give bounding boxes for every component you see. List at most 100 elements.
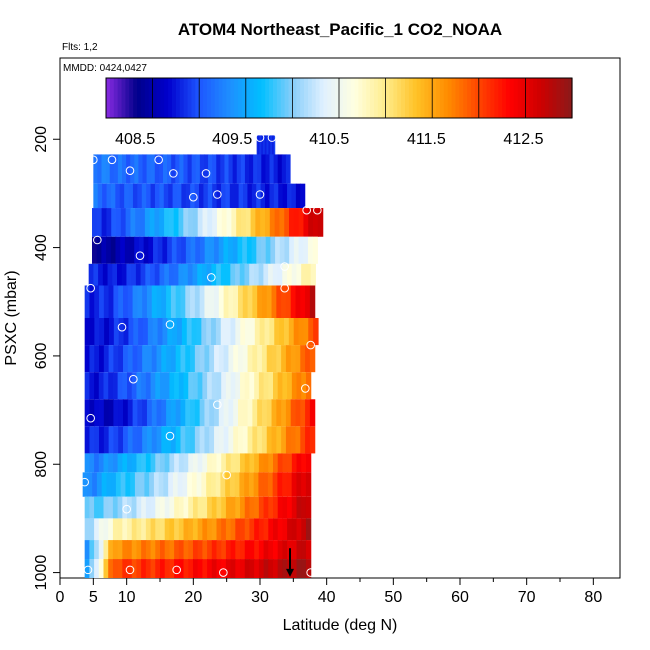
x-tick-label: 40 [318, 589, 336, 606]
heatmap-cell [132, 345, 138, 373]
heatmap-cell [249, 518, 255, 541]
x-tick-label: 5 [89, 589, 98, 606]
heatmap-cell [96, 208, 103, 237]
heatmap-cell [202, 453, 208, 473]
heatmap-cell [282, 540, 288, 560]
heatmap-cell [263, 453, 269, 473]
heatmap-cell [258, 496, 265, 519]
heatmap-cell [137, 399, 143, 427]
heatmap-cell [115, 472, 122, 497]
heatmap-cell [199, 236, 206, 264]
heatmap-cell [156, 399, 162, 427]
heatmap-cell [259, 318, 266, 346]
colorbar-swatch [214, 78, 220, 118]
heatmap-cell [131, 453, 138, 473]
heatmap-cell [82, 472, 89, 497]
heatmap-cell [164, 540, 171, 560]
heatmap-cell [163, 472, 169, 497]
heatmap-cell [151, 399, 158, 427]
heatmap-cell [199, 285, 206, 318]
heatmap-cell [102, 183, 108, 209]
heatmap-cell [216, 263, 222, 286]
heatmap-cell [218, 399, 225, 427]
heatmap-cell [163, 183, 169, 209]
colorbar-swatch [521, 78, 526, 118]
heatmap-cell [277, 372, 284, 400]
arrow-head [286, 568, 294, 577]
heatmap-cell [93, 183, 99, 209]
heatmap-cell [233, 345, 239, 373]
heatmap-cell [230, 372, 236, 400]
colorbar-swatch [218, 78, 224, 118]
heatmap-cell [242, 345, 249, 373]
heatmap-cell [168, 263, 175, 286]
heatmap-cell [188, 559, 194, 578]
sample-point [255, 133, 265, 142]
heatmap-cell [185, 426, 191, 454]
sample-point [172, 565, 181, 575]
heatmap-cell [215, 318, 222, 346]
heatmap-cell [249, 453, 255, 473]
colorbar-swatch [471, 78, 476, 118]
heatmap-cell [252, 399, 258, 427]
heatmap-cell [167, 236, 173, 264]
heatmap-cell [89, 426, 95, 454]
heatmap-cell [223, 285, 230, 318]
colorbar-swatch [455, 78, 460, 118]
heatmap-cell [99, 285, 105, 318]
heatmap-cell [127, 345, 134, 373]
heatmap-cell [123, 345, 129, 373]
heatmap-cell [155, 518, 161, 541]
heatmap-cell [117, 540, 123, 560]
heatmap-cell [282, 453, 288, 473]
heatmap-cell [228, 426, 234, 454]
heatmap-cell [274, 318, 280, 346]
colorbar-swatch [490, 78, 495, 118]
heatmap-cell [221, 540, 227, 560]
heatmap-cell [235, 372, 241, 400]
heatmap-cell [279, 208, 285, 237]
colorbar-swatch [183, 78, 189, 118]
y-tick-label: 800 [33, 451, 50, 478]
colorbar-swatch [432, 78, 437, 118]
heatmap-cell [173, 263, 179, 286]
heatmap-cell [113, 318, 120, 346]
heatmap-cell [268, 453, 274, 473]
colorbar-swatch [117, 78, 123, 118]
heatmap-cell [305, 263, 312, 286]
heatmap-cell [285, 426, 292, 454]
colorbar-swatch [335, 78, 340, 118]
heatmap-cell [273, 540, 279, 560]
heatmap-cell [305, 453, 312, 473]
heatmap-cell [150, 372, 156, 400]
heatmap-cell [136, 453, 142, 473]
heatmap-cell [203, 154, 209, 184]
heatmap-cell [110, 183, 116, 209]
heatmap-cell [285, 285, 292, 318]
heatmap-cell [122, 372, 128, 400]
colorbar-swatch [416, 78, 422, 118]
heatmap-cell [192, 518, 199, 541]
heatmap-cell [228, 285, 234, 318]
heatmap-cell [115, 183, 121, 209]
heatmap-cell [281, 154, 287, 184]
heatmap-cell [224, 154, 230, 184]
heatmap-cell [103, 540, 109, 560]
heatmap-cell [300, 345, 306, 373]
sample-point [306, 568, 315, 577]
heatmap-cell [111, 208, 117, 237]
heatmap-cell [122, 518, 128, 541]
heatmap-cell [221, 208, 228, 237]
heatmap-cell [254, 540, 260, 560]
heatmap-cell [144, 208, 151, 237]
heatmap-cell [313, 318, 319, 346]
heatmap-cell [174, 518, 180, 541]
y-axis-label: PSXC (mbar) [3, 270, 20, 365]
heatmap-cell [185, 183, 191, 209]
heatmap-cell [272, 472, 279, 497]
heatmap-cell [177, 472, 184, 497]
heatmap-cell [169, 559, 175, 578]
heatmap-cell [266, 285, 273, 318]
heatmap-cell [159, 183, 165, 209]
heatmap-cell [285, 345, 292, 373]
